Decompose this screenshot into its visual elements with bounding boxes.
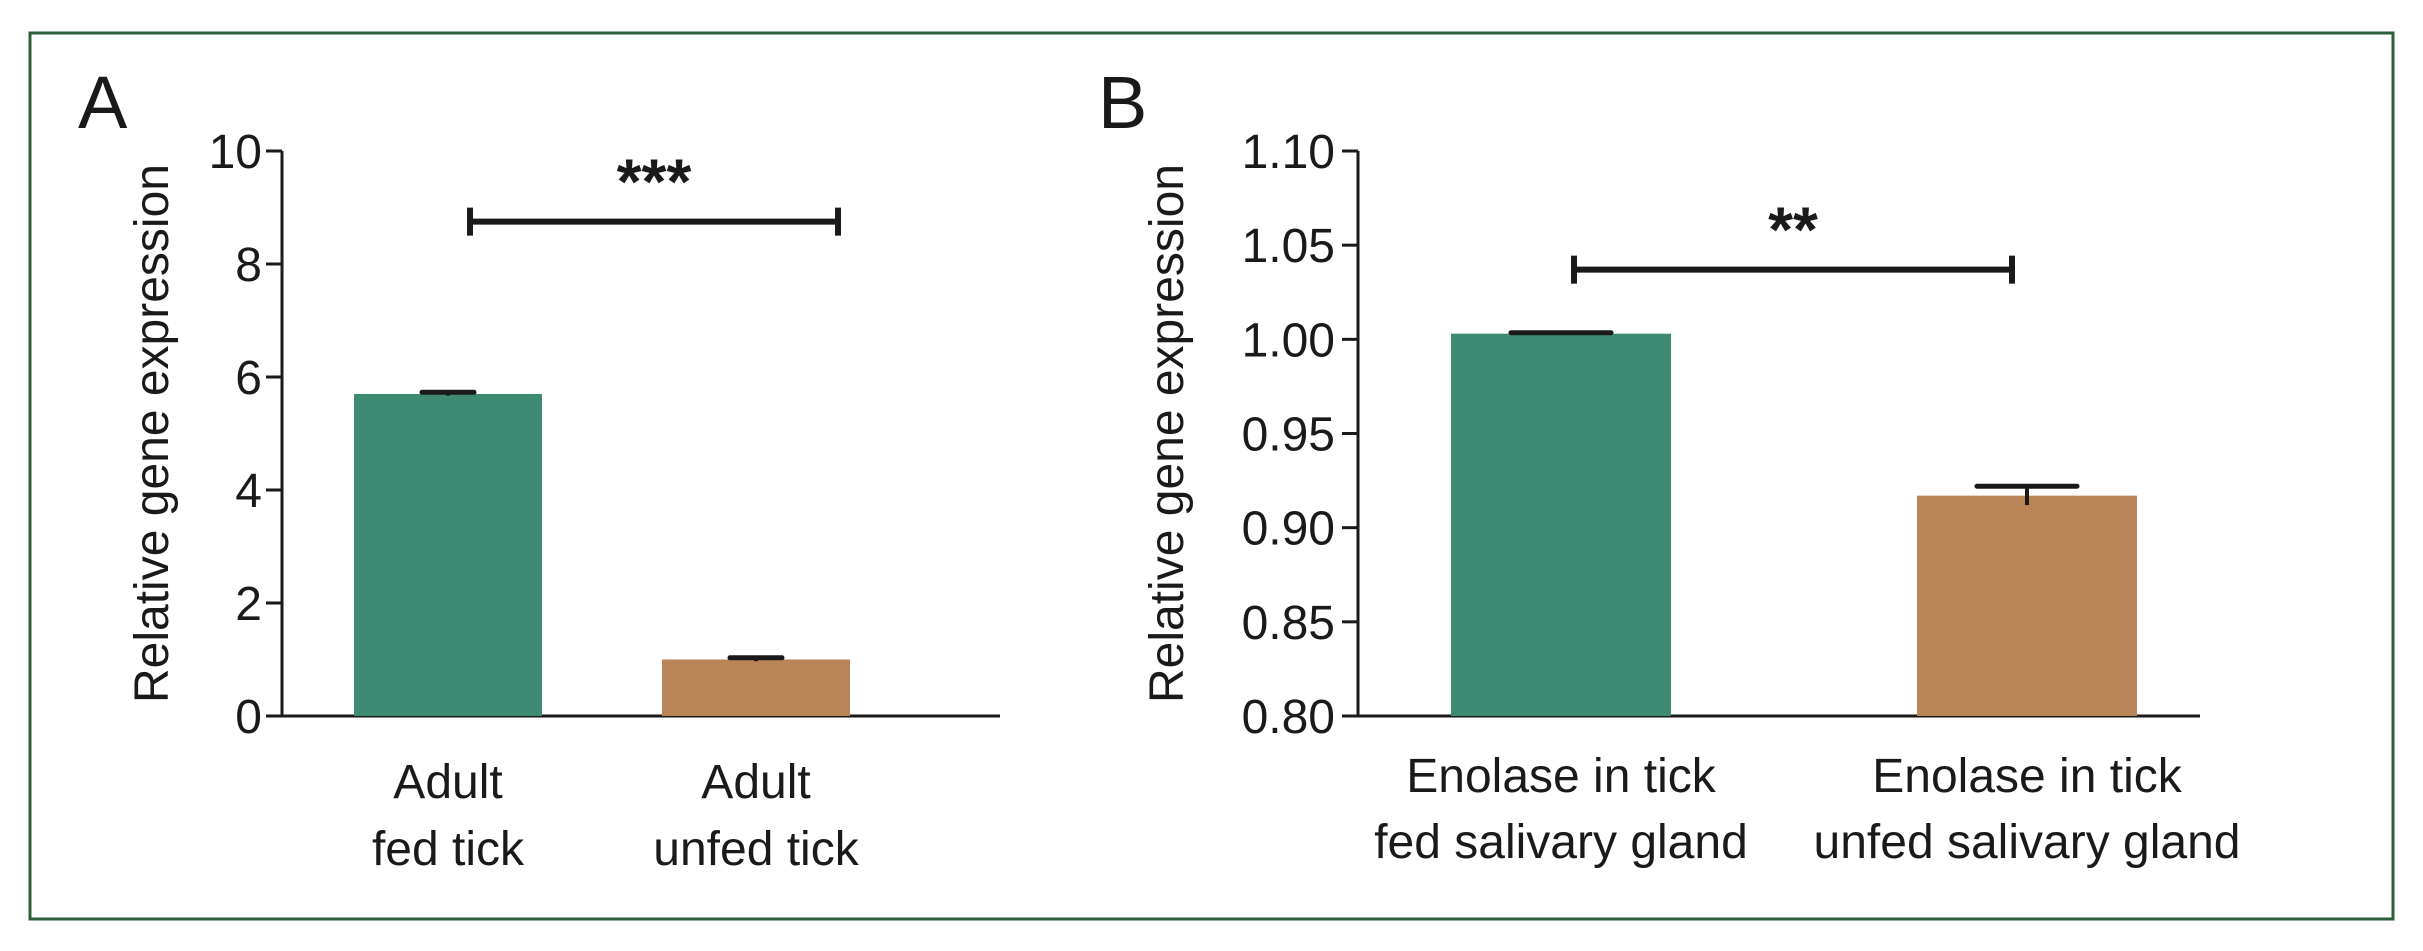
panel-letter: A [78,61,128,144]
panel-letter: B [1098,61,1147,144]
x-category-label: Adult [701,756,810,809]
significance-label: ** [1768,194,1818,266]
panel-b: B 0.80 0.85 0.90 0.95 1.00 1.05 1.10 Relative ge… [1098,61,2240,869]
y-tick-label: 1.10 [1242,126,1335,179]
x-category-label: Enolase in tick [1872,750,2182,803]
y-tick-label: 4 [235,465,262,518]
y-axis-title: Relative gene expression [126,164,179,703]
y-tick-label: 0.95 [1242,409,1335,462]
x-category-label: unfed salivary gland [1814,816,2241,869]
significance-label: *** [617,146,692,218]
y-tick-label: 1.00 [1242,314,1335,367]
y-tick-label: 0.85 [1242,597,1335,650]
y-tick-label: 6 [235,352,262,405]
y-tick-label: 1.05 [1242,220,1335,273]
y-tick-label: 0.80 [1242,691,1335,744]
y-tick-label: 0 [235,691,262,744]
y-axis-title: Relative gene expression [1141,164,1194,703]
bar [354,393,542,716]
y-tick-label: 2 [235,578,262,631]
x-category-label: unfed tick [653,823,859,876]
x-category-label: fed salivary gland [1374,816,1748,869]
x-category-label: fed tick [372,823,525,876]
bar [1451,333,1671,716]
panel-a: A 0 2 4 6 8 10 Relative gene expression Adult fed… [78,61,1000,876]
x-category-label: Enolase in tick [1406,750,1716,803]
bar [662,659,850,716]
bar [1917,495,2137,716]
y-tick-label: 8 [235,239,262,292]
y-tick-label: 0.90 [1242,503,1335,556]
x-category-label: Adult [393,756,502,809]
y-tick-label: 10 [209,126,262,179]
